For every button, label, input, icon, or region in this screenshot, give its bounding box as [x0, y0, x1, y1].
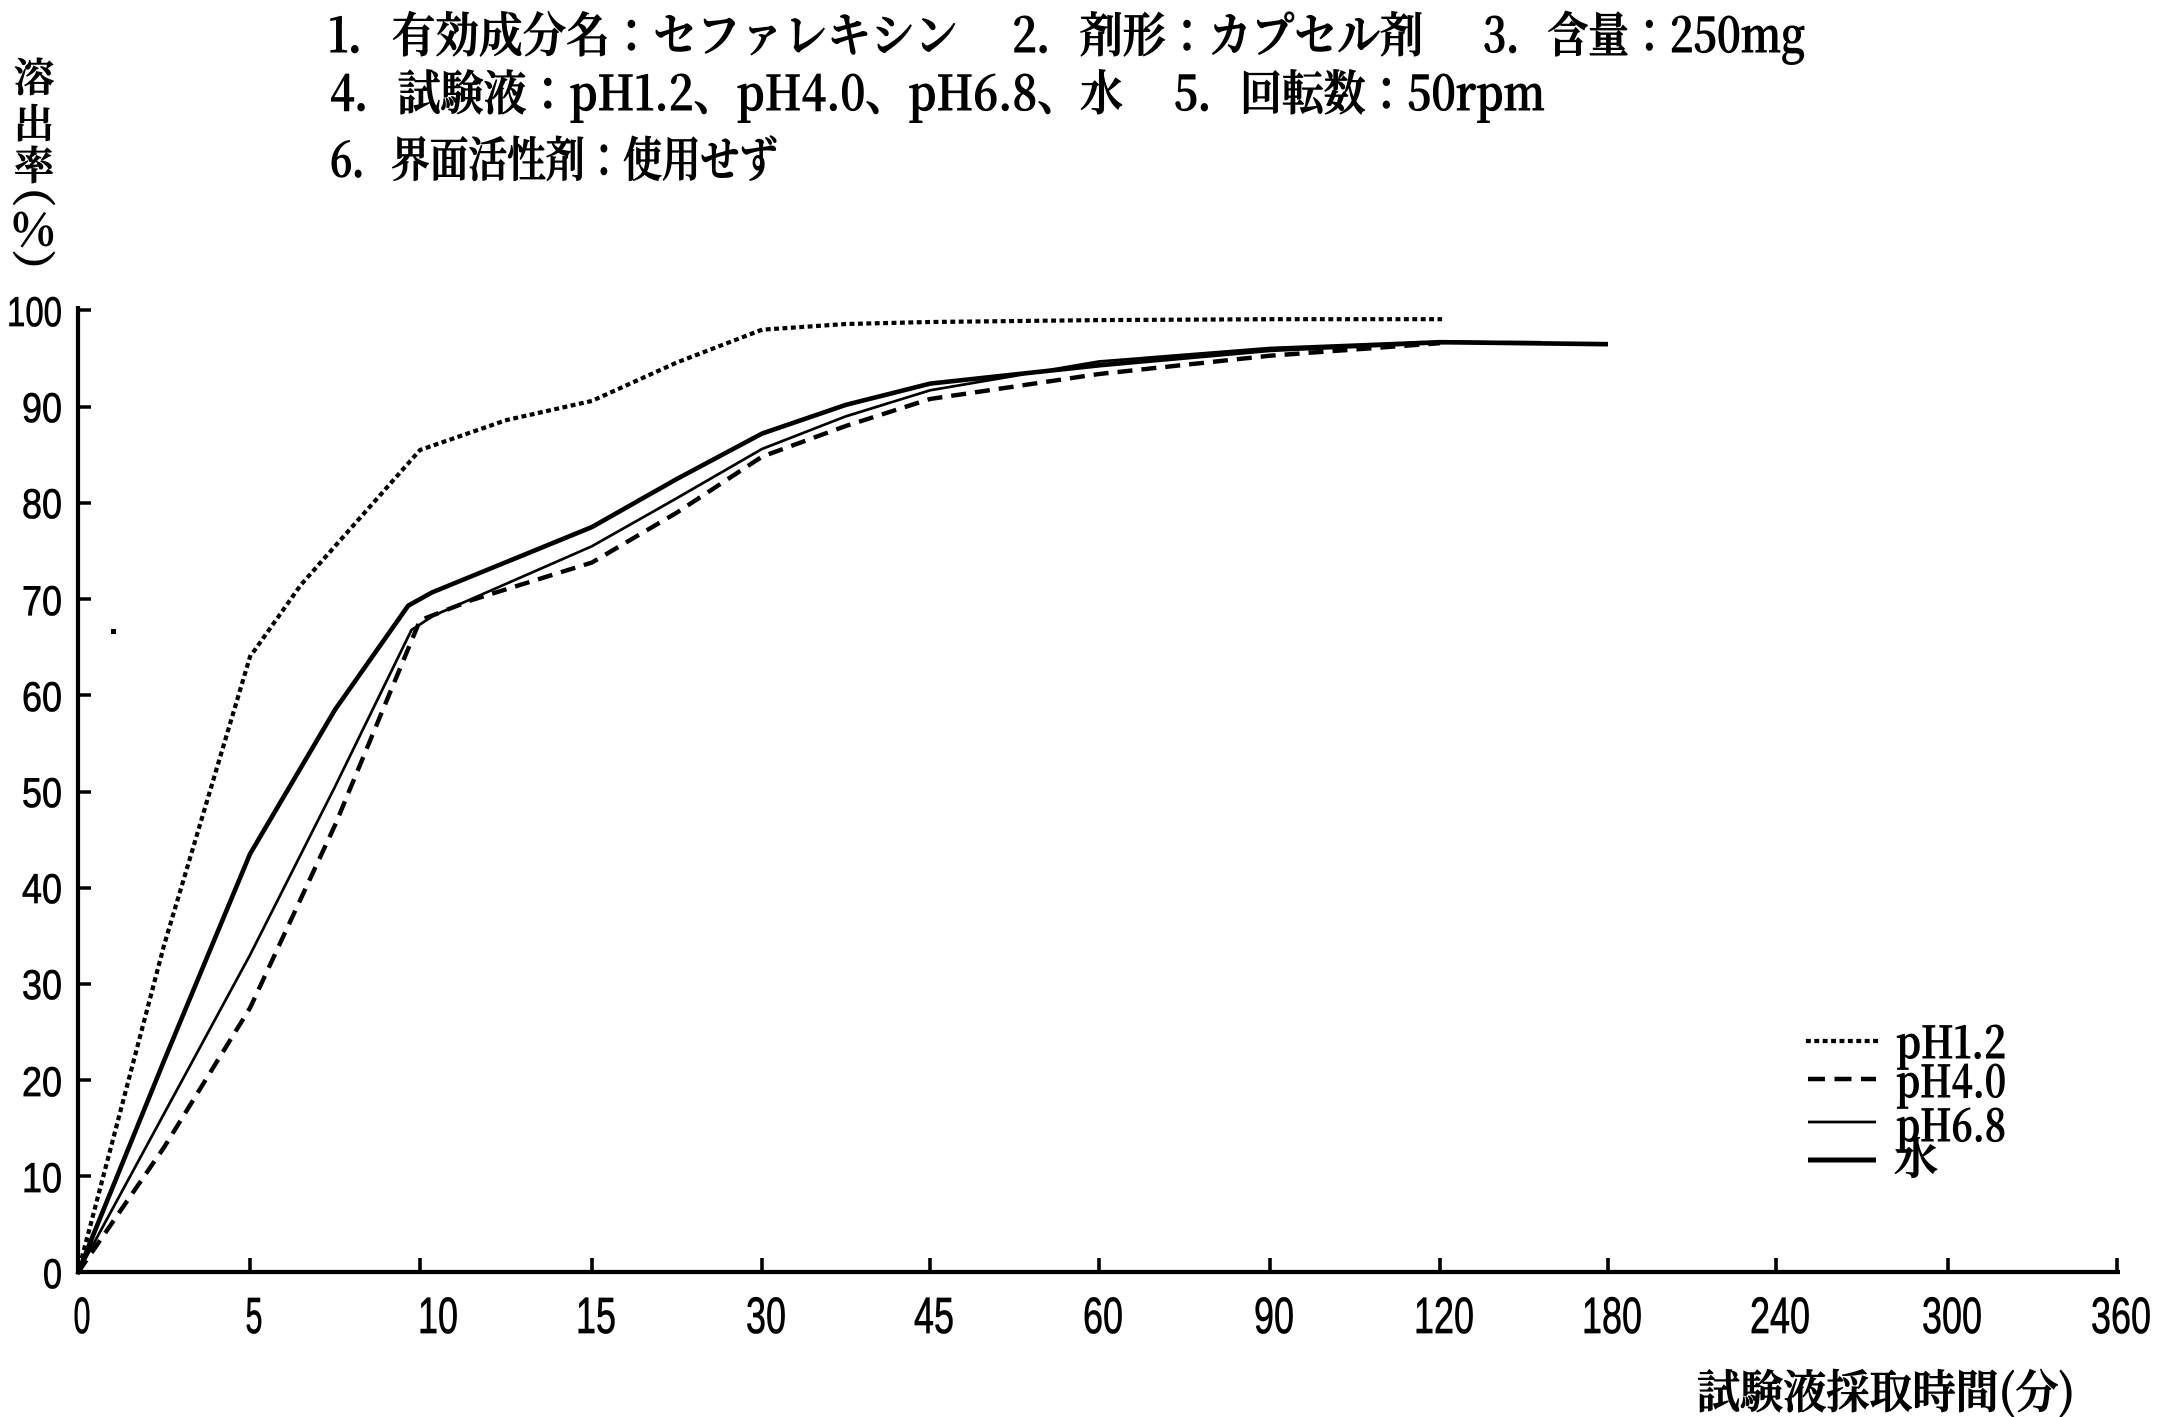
svg-text:80: 80: [22, 480, 62, 527]
svg-text:100: 100: [7, 288, 62, 335]
svg-text:10: 10: [418, 1287, 458, 1344]
svg-text:50: 50: [22, 769, 62, 816]
svg-text:20: 20: [22, 1058, 62, 1105]
svg-text:45: 45: [914, 1287, 954, 1344]
svg-text:5: 5: [246, 1287, 263, 1344]
svg-text:30: 30: [22, 961, 62, 1008]
svg-text:40: 40: [22, 865, 62, 912]
svg-text:60: 60: [1083, 1287, 1123, 1344]
svg-text:240: 240: [1750, 1287, 1810, 1344]
svg-text:70: 70: [22, 577, 62, 624]
svg-text:60: 60: [22, 673, 62, 720]
svg-text:15: 15: [576, 1287, 616, 1344]
svg-text:90: 90: [22, 384, 62, 431]
svg-text:360: 360: [2091, 1287, 2151, 1344]
svg-text:0: 0: [43, 1250, 62, 1297]
svg-text:30: 30: [746, 1287, 786, 1344]
svg-text:0: 0: [74, 1287, 91, 1344]
svg-text:180: 180: [1582, 1287, 1642, 1344]
svg-text:90: 90: [1254, 1287, 1294, 1344]
svg-text:10: 10: [22, 1154, 62, 1201]
svg-text:120: 120: [1414, 1287, 1474, 1344]
svg-text:300: 300: [1922, 1287, 1982, 1344]
